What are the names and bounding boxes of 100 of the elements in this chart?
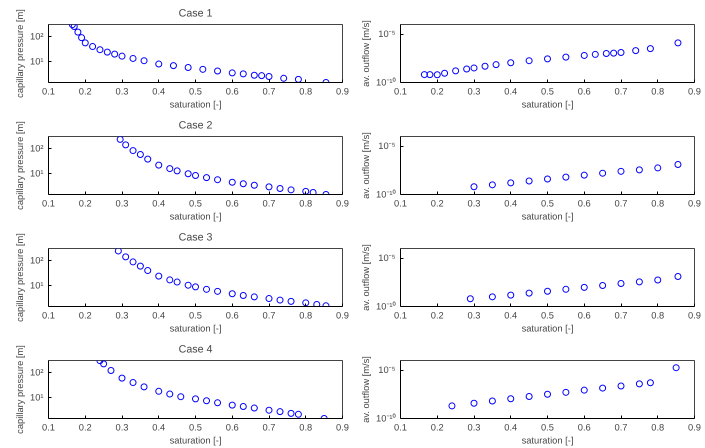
x-tick-label: 0.1 [394,310,407,320]
y-tick-label: 10⁻⁵ [378,365,396,376]
x-tick-label: 0.8 [299,310,312,320]
y-axis-title: av. outflow [m/s] [361,356,372,423]
x-tick-label: 0.8 [651,310,664,320]
x-tick-label: 0.4 [152,86,166,96]
x-tick-label: 0.3 [116,198,128,208]
x-tick-label: 0.9 [336,310,349,320]
y-tick-label: 10² [30,32,44,42]
x-tick-label: 0.3 [468,86,480,96]
x-tick-label: 0.9 [688,198,701,208]
x-tick-label: 0.2 [430,310,444,320]
x-tick-label: 0.7 [614,86,628,96]
x-tick-label: 0.5 [189,198,202,208]
x-tick-label: 0.8 [651,198,664,208]
x-tick-label: 0.8 [651,86,664,96]
x-tick-label: 0.5 [541,86,554,96]
x-tick-label: 0.5 [189,310,202,320]
x-tick-label: 0.9 [336,86,349,96]
y-axis-title: capillary pressure [m] [15,121,26,210]
x-tick-label: 0.2 [78,310,92,320]
x-tick-label: 0.5 [541,198,554,208]
x-tick-label: 0.4 [152,422,166,432]
x-tick-label: 0.3 [468,422,480,432]
y-tick-label: 10⁻¹⁰ [376,190,396,200]
x-tick-label: 0.9 [688,310,701,320]
x-tick-label: 0.6 [226,198,239,208]
x-axis-title: saturation [-] [522,324,574,334]
x-tick-label: 0.3 [468,310,480,320]
chart-title: Case 1 [178,8,212,20]
y-axis-title: av. outflow [m/s] [361,244,372,311]
x-tick-label: 0.6 [226,86,239,96]
x-tick-label: 0.2 [78,198,92,208]
x-tick-label: 0.9 [336,422,349,432]
x-tick-label: 0.4 [504,198,518,208]
x-tick-label: 0.6 [226,422,239,432]
x-tick-label: 0.4 [504,310,518,320]
x-tick-label: 0.7 [262,86,276,96]
y-tick-label: 10¹ [30,168,44,179]
x-tick-label: 0.1 [42,422,55,432]
chart-title: Case 3 [178,232,212,244]
x-tick-label: 0.3 [116,310,128,320]
x-tick-label: 0.4 [152,198,166,208]
x-axis-title: saturation [-] [522,212,574,222]
y-axis-title: av. outflow [m/s] [361,132,372,199]
x-tick-label: 0.5 [541,422,554,432]
x-tick-label: 0.8 [299,198,312,208]
x-tick-label: 0.8 [299,422,312,432]
x-axis-title: saturation [-] [522,100,574,110]
x-tick-label: 0.1 [42,310,55,320]
y-tick-label: 10² [30,256,44,266]
x-tick-label: 0.3 [468,198,480,208]
y-axis-title: capillary pressure [m] [15,345,26,434]
y-tick-label: 10⁻⁵ [378,141,396,152]
x-tick-label: 0.5 [189,86,202,96]
x-tick-label: 0.8 [299,86,312,96]
x-axis-title: saturation [-] [170,212,222,222]
x-tick-label: 0.6 [578,422,591,432]
x-tick-label: 0.2 [430,198,444,208]
y-tick-label: 10⁻¹⁰ [376,78,396,88]
x-tick-label: 0.6 [578,198,591,208]
x-axis-title: saturation [-] [170,436,222,446]
x-tick-label: 0.7 [262,310,276,320]
x-tick-label: 0.1 [394,198,407,208]
y-tick-label: 10⁻¹⁰ [376,414,396,424]
x-tick-label: 0.9 [688,86,701,96]
x-tick-label: 0.1 [42,86,55,96]
x-tick-label: 0.1 [394,422,407,432]
y-tick-label: 10⁻⁵ [378,29,396,40]
chart-title: Case 4 [178,344,212,356]
x-tick-label: 0.4 [504,86,518,96]
y-tick-label: 10¹ [30,56,44,67]
x-tick-label: 0.5 [541,310,554,320]
x-tick-label: 0.9 [336,198,349,208]
x-tick-label: 0.3 [116,86,128,96]
x-tick-label: 0.4 [504,422,518,432]
x-tick-label: 0.2 [78,422,92,432]
x-tick-label: 0.7 [614,198,628,208]
y-axis-title: capillary pressure [m] [15,233,26,322]
x-tick-label: 0.2 [430,422,444,432]
y-tick-label: 10¹ [30,392,44,403]
x-tick-label: 0.1 [42,198,55,208]
x-tick-label: 0.2 [430,86,444,96]
x-tick-label: 0.7 [614,422,628,432]
x-tick-label: 0.7 [262,422,276,432]
x-axis-title: saturation [-] [170,100,222,110]
x-tick-label: 0.4 [152,310,166,320]
y-tick-label: 10¹ [30,280,44,291]
y-tick-label: 10² [30,144,44,154]
x-tick-label: 0.6 [578,310,591,320]
y-tick-label: 10² [30,368,44,378]
x-axis-title: saturation [-] [522,436,574,446]
x-tick-label: 0.3 [116,422,128,432]
y-tick-label: 10⁻⁵ [378,253,396,264]
x-tick-label: 0.8 [651,422,664,432]
x-tick-label: 0.6 [578,86,591,96]
x-axis-title: saturation [-] [170,324,222,334]
x-tick-label: 0.7 [262,198,276,208]
x-tick-label: 0.2 [78,86,92,96]
x-tick-label: 0.7 [614,310,628,320]
